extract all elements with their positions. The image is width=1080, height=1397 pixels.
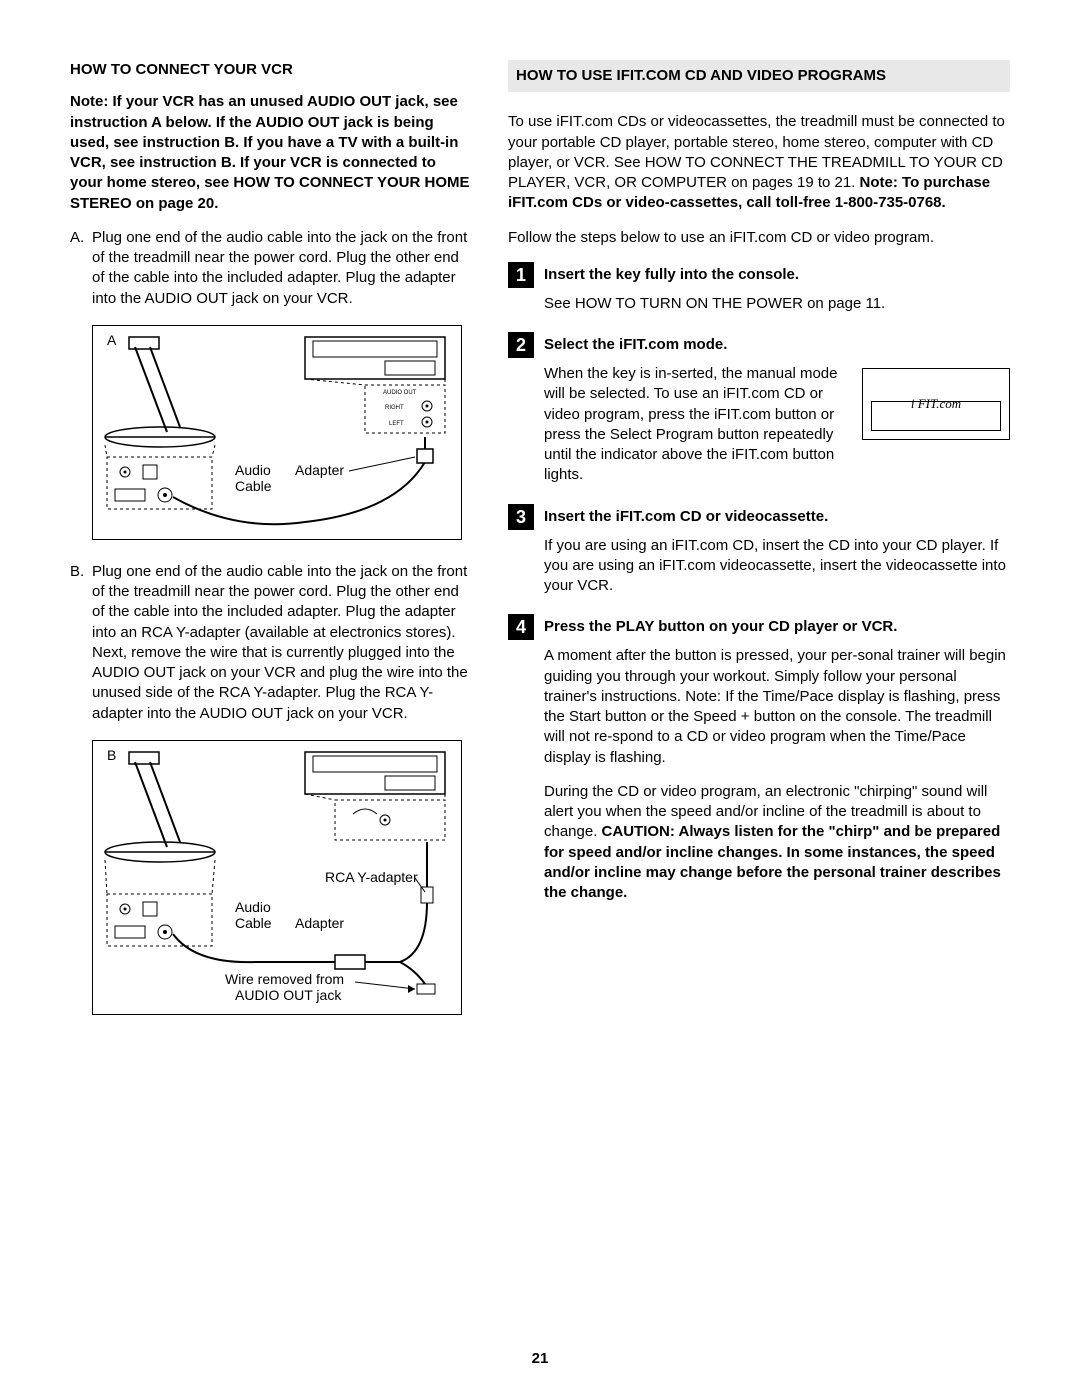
step-1-number: 1 — [508, 262, 534, 288]
diagram-b-svg: B — [95, 742, 460, 1012]
diag-b-rca-label: RCA Y-adapter — [325, 869, 418, 885]
svg-text:LEFT: LEFT — [389, 421, 404, 427]
left-column: HOW TO CONNECT YOUR VCR Note: If your VC… — [70, 60, 470, 1037]
step-4-title: Press the PLAY button on your CD player … — [544, 614, 897, 637]
marker-b: B. — [70, 562, 92, 724]
intro-para-1: To use iFIT.com CDs or videocassettes, t… — [508, 112, 1010, 213]
intro-para-2: Follow the steps below to use an iFIT.co… — [508, 228, 1010, 248]
step-3-number: 3 — [508, 504, 534, 530]
step-3-title: Insert the iFIT.com CD or videocassette. — [544, 504, 828, 527]
left-heading: HOW TO CONNECT YOUR VCR — [70, 60, 470, 80]
step-1-title: Insert the key fully into the console. — [544, 262, 799, 285]
svg-text:Cable: Cable — [235, 478, 272, 494]
svg-text:Audio: Audio — [235, 899, 271, 915]
page-number: 21 — [0, 1349, 1080, 1369]
instruction-b: B. Plug one end of the audio cable into … — [70, 562, 470, 724]
diagram-b: B — [92, 740, 462, 1015]
left-note: Note: If your VCR has an unused AUDIO OU… — [70, 92, 470, 214]
step-4-body-2: During the CD or video program, an elect… — [544, 782, 1010, 904]
diag-a-adapter-label: Adapter — [295, 462, 344, 478]
marker-a: A. — [70, 228, 92, 309]
page-columns: HOW TO CONNECT YOUR VCR Note: If your VC… — [70, 60, 1010, 1037]
step-3-body: If you are using an iFIT.com CD, insert … — [544, 536, 1010, 597]
svg-text:RIGHT: RIGHT — [385, 405, 404, 411]
step-3: 3 Insert the iFIT.com CD or videocassett… — [508, 504, 1010, 597]
svg-text:AUDIO OUT jack: AUDIO OUT jack — [235, 987, 342, 1003]
step-4: 4 Press the PLAY button on your CD playe… — [508, 614, 1010, 903]
svg-text:Cable: Cable — [235, 915, 272, 931]
right-column: HOW TO USE IFIT.COM CD AND VIDEO PROGRAM… — [508, 60, 1010, 1037]
step-2-body: i FIT.com When the key is in-serted, the… — [544, 364, 1010, 486]
step-4-body-1: A moment after the button is pressed, yo… — [544, 646, 1010, 768]
instruction-a-text: Plug one end of the audio cable into the… — [92, 228, 470, 309]
step-2: 2 Select the iFIT.com mode. i FIT.com Wh… — [508, 332, 1010, 486]
instruction-b-text: Plug one end of the audio cable into the… — [92, 562, 470, 724]
svg-text:Wire removed from: Wire removed from — [225, 971, 344, 987]
diagram-a: A AUDIO OUT RIGHT LEFT — [92, 325, 462, 540]
diagram-a-label: A — [107, 332, 117, 348]
step-1: 1 Insert the key fully into the console.… — [508, 262, 1010, 314]
svg-text:Adapter: Adapter — [295, 915, 344, 931]
right-heading: HOW TO USE IFIT.COM CD AND VIDEO PROGRAM… — [508, 60, 1010, 92]
console-image: i FIT.com — [862, 368, 1010, 440]
step-2-number: 2 — [508, 332, 534, 358]
diagram-b-label: B — [107, 747, 116, 763]
diagram-a-svg: A AUDIO OUT RIGHT LEFT — [95, 327, 460, 537]
step-1-body: See HOW TO TURN ON THE POWER on page 11. — [544, 294, 1010, 314]
step-4-number: 4 — [508, 614, 534, 640]
instruction-a: A. Plug one end of the audio cable into … — [70, 228, 470, 309]
diag-a-audio-label: Audio — [235, 462, 271, 478]
audio-out-label: AUDIO OUT — [383, 390, 417, 396]
step-2-title: Select the iFIT.com mode. — [544, 332, 727, 355]
